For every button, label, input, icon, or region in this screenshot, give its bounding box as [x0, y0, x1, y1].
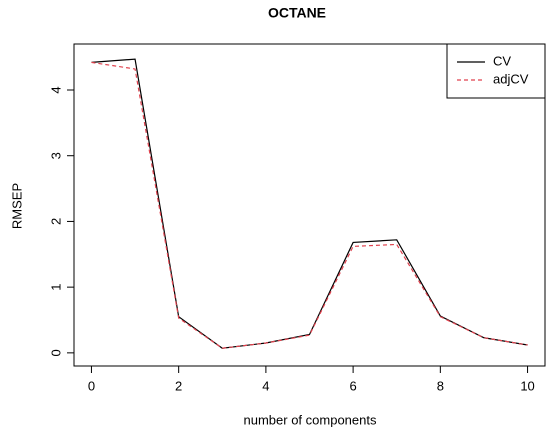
x-axis-label: number of components [244, 412, 377, 427]
y-tick-label: 2 [48, 218, 63, 225]
x-tick-label: 6 [349, 378, 356, 393]
y-tick-label: 1 [48, 284, 63, 291]
plot-box [73, 43, 546, 367]
y-axis-label: RMSEP [9, 183, 24, 229]
chart-title: OCTANE [268, 5, 326, 21]
x-tick-label: 0 [88, 378, 95, 393]
x-tick-label: 4 [262, 378, 269, 393]
legend-label: adjCV [493, 71, 529, 86]
legend-box [446, 43, 546, 99]
y-tick-label: 0 [48, 349, 63, 356]
legend-label: CV [493, 53, 511, 68]
x-tick-label: 8 [437, 378, 444, 393]
y-tick-label: 3 [48, 152, 63, 159]
y-tick-label: 4 [48, 86, 63, 93]
x-tick-label: 10 [520, 378, 534, 393]
x-tick-label: 2 [175, 378, 182, 393]
series-line [91, 58, 528, 349]
series-line [91, 61, 528, 349]
